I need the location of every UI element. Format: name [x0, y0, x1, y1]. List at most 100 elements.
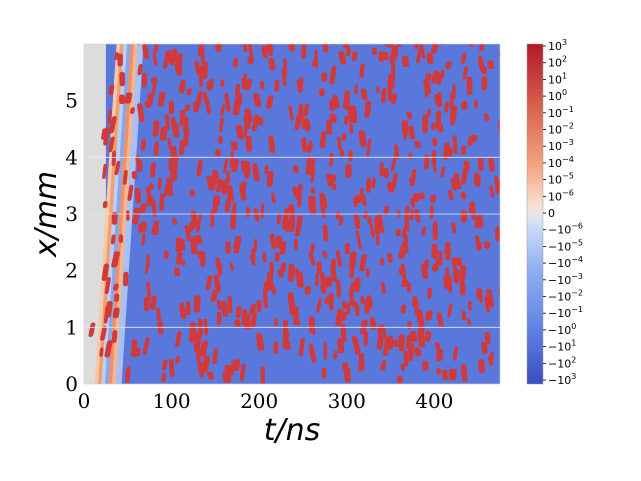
heatmap-cell: [264, 165, 269, 175]
heatmap-cell: [504, 71, 509, 88]
heatmap-cell: [197, 44, 204, 57]
heatmap-cell: [179, 243, 185, 251]
y-tick-label: 0: [65, 372, 78, 396]
heatmap-cell: [435, 348, 444, 362]
heatmap-cell: [247, 56, 254, 65]
heatmap-cell: [400, 304, 407, 314]
heatmap-cell: [310, 186, 316, 195]
heatmap-cell: [176, 252, 183, 265]
heatmap-cell: [515, 198, 522, 215]
heatmap-cell: [325, 276, 332, 287]
heatmap-cell: [353, 213, 361, 229]
heatmap-cell: [149, 162, 157, 178]
heatmap-cell: [168, 157, 173, 171]
heatmap-cell: [380, 282, 386, 294]
heatmap-cell: [400, 363, 406, 372]
heatmap-cell: [326, 119, 333, 135]
heatmap-cell: [216, 311, 222, 326]
heatmap-cell: [323, 342, 328, 360]
colorbar-tick-label: 102: [548, 55, 567, 70]
heatmap-cell: [470, 134, 478, 142]
heatmap-cell: [310, 169, 316, 183]
heatmap-cell: [301, 136, 307, 152]
heatmap-cell: [287, 292, 295, 306]
heatmap-cells: [88, 43, 522, 384]
heatmap-cell: [258, 116, 264, 126]
heatmap-cell: [243, 125, 248, 138]
heatmap-cell: [200, 251, 206, 268]
heatmap-cell: [432, 263, 439, 272]
heatmap-plot-area: [84, 43, 522, 384]
heatmap-cell: [244, 161, 251, 179]
heatmap-cell: [261, 45, 268, 59]
heatmap-cell: [353, 277, 361, 293]
heatmap-cell: [235, 305, 242, 319]
heatmap-cell: [224, 92, 231, 112]
heatmap-cell: [203, 91, 207, 103]
heatmap-cell: [201, 61, 208, 79]
heatmap-cell: [102, 163, 108, 180]
heatmap-cell: [476, 241, 482, 251]
heatmap-cell: [296, 271, 304, 288]
heatmap-cell: [179, 302, 185, 311]
heatmap-cell: [461, 101, 468, 111]
heatmap-cell: [158, 177, 162, 190]
heatmap-cell: [179, 109, 186, 120]
heatmap-cell: [453, 172, 462, 190]
heatmap-cell: [319, 131, 327, 149]
heatmap-cell: [468, 201, 475, 214]
heatmap-cell: [196, 327, 203, 342]
y-axis-label: x/mm: [29, 171, 64, 258]
heatmap-cell: [358, 362, 365, 371]
heatmap-cell: [141, 232, 146, 246]
heatmap-cell: [478, 359, 485, 374]
heatmap-cell: [460, 166, 469, 185]
heatmap-cell: [351, 51, 358, 62]
heatmap-cell: [379, 162, 384, 177]
heatmap-cell: [269, 48, 273, 57]
y-axis-ticks: 0 1 2 3 4 5: [65, 89, 78, 396]
heatmap-cell: [301, 119, 307, 130]
heatmap-cell: [131, 207, 141, 225]
heatmap-cell: [124, 366, 131, 383]
heatmap-cell: [348, 281, 355, 298]
heatmap-cell: [253, 208, 260, 222]
heatmap-cell: [251, 248, 256, 266]
heatmap-cell: [390, 73, 396, 90]
heatmap-cell: [354, 84, 359, 95]
colorbar-tick-label: 103: [548, 38, 567, 53]
heatmap-cell: [238, 126, 244, 137]
heatmap-cell: [216, 179, 222, 193]
heatmap-cell: [500, 43, 507, 62]
colorbar-tick-label: 10−2: [548, 122, 574, 137]
heatmap-cell: [152, 120, 160, 137]
heatmap-cell: [234, 319, 241, 327]
heatmap-cell: [279, 240, 287, 255]
heatmap-cell: [450, 106, 458, 123]
heatmap-cell: [268, 135, 276, 154]
heatmap-cell: [320, 72, 328, 80]
colorbar-tick-label: −103: [548, 372, 576, 387]
heatmap-cell: [390, 172, 398, 191]
heatmap-cell: [117, 53, 123, 67]
heatmap-cell: [164, 114, 170, 131]
heatmap-cell: [140, 221, 146, 230]
heatmap-cell: [316, 298, 322, 313]
heatmap-cell: [486, 288, 494, 308]
heatmap-cell: [301, 44, 307, 59]
heatmap-cell: [251, 114, 260, 132]
heatmap-cell: [107, 109, 112, 125]
heatmap-cell: [152, 52, 158, 67]
heatmap-cell: [432, 137, 438, 147]
heatmap-cell: [415, 46, 423, 64]
heatmap-cell: [266, 170, 274, 187]
heatmap-cell: [367, 216, 372, 225]
heatmap-cell: [425, 310, 433, 321]
heatmap-cell: [435, 110, 442, 130]
colorbar-tick-label: 0: [548, 207, 555, 220]
heatmap-cell: [207, 371, 215, 380]
heatmap-cell: [363, 298, 372, 314]
heatmap-cell: [226, 44, 235, 45]
heatmap-cell: [343, 367, 351, 383]
heatmap-cell: [232, 98, 242, 116]
